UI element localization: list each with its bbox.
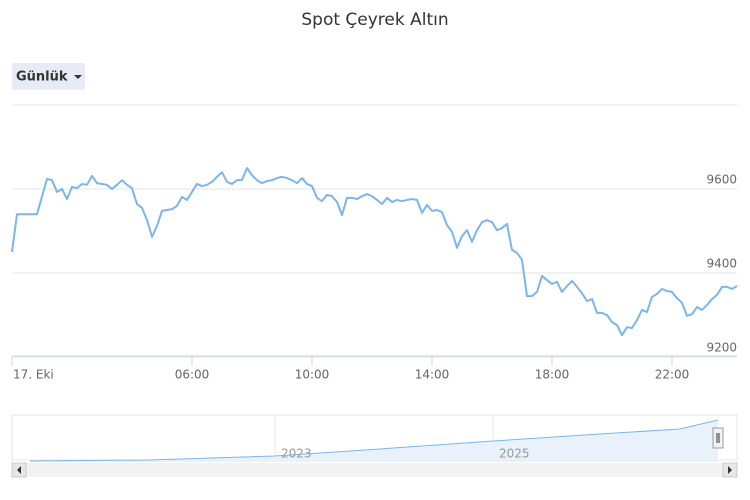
scroll-left-arrow [17,466,21,474]
navigator-label: 2023 [281,447,312,461]
x-tick-label: 22:00 [655,368,690,382]
range-button-bg [12,63,85,90]
y-tick-label: 9200 [706,341,737,355]
dropdown-arrow [74,75,82,79]
scroll-right-arrow [728,466,732,474]
x-tick-label: 06:00 [175,368,210,382]
chart-title: Spot Çeyrek Altın [301,10,448,30]
x-tick-label: 18:00 [535,368,570,382]
x-tick-label: 14:00 [415,368,450,382]
range-button-label: Günlük [16,70,68,85]
navigator: 2023 2025 [11,414,738,462]
navigator-area [30,420,718,462]
navigator-handle[interactable] [712,427,724,449]
scrollbar-track [12,463,737,477]
range-button[interactable]: Günlük [12,63,85,90]
scrollbar [11,462,738,478]
y-tick-label: 9400 [706,257,737,271]
navigator-label: 2025 [499,447,530,461]
price-line [11,167,738,337]
y-tick-label: 9600 [706,173,737,187]
navigator-line [29,419,719,462]
x-tick-label: 17. Eki [13,368,54,382]
x-tick-label: 10:00 [295,368,330,382]
